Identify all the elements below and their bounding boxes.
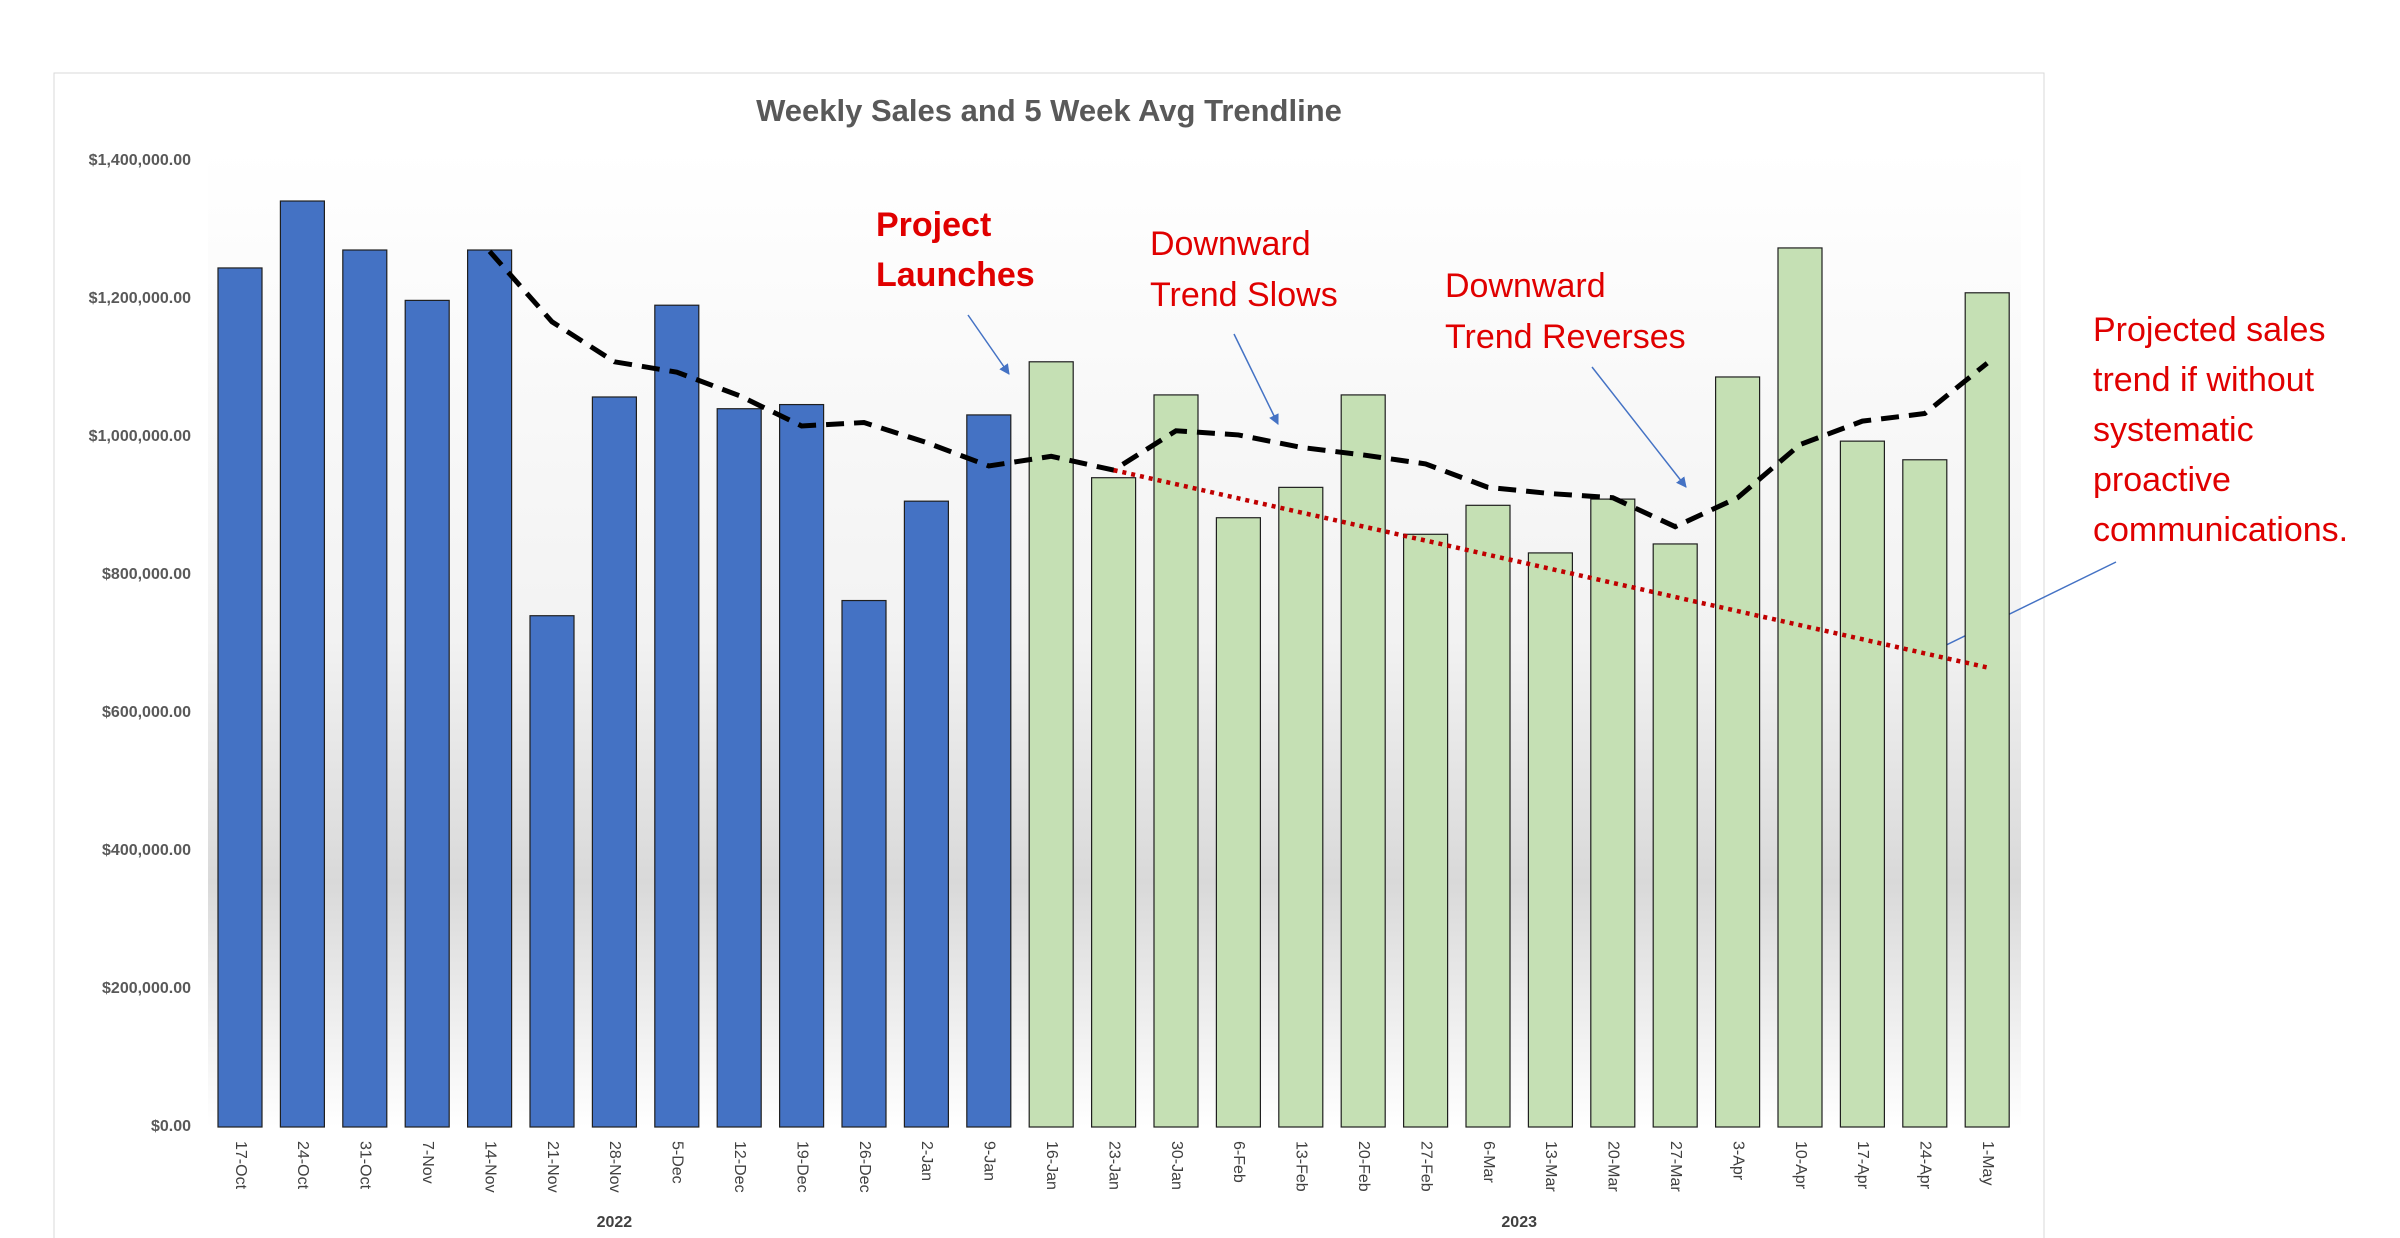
x-tick-label: 5-Dec: [669, 1141, 686, 1184]
annotation: Projected sales: [2093, 311, 2325, 349]
bar: [1714, 376, 1761, 1128]
bar: [841, 599, 887, 1128]
x-tick-label: 14-Nov: [481, 1141, 498, 1193]
bar: [404, 299, 450, 1128]
y-tick-label: $400,000.00: [102, 842, 191, 859]
bar: [1652, 543, 1698, 1128]
x-tick-label: 7-Nov: [419, 1141, 436, 1184]
annotation: trend if without: [2093, 361, 2315, 399]
x-tick-label: 17-Oct: [232, 1141, 249, 1190]
annotation: Trend Slows: [1150, 276, 1338, 314]
x-tick-label: 27-Feb: [1417, 1141, 1434, 1192]
y-tick-label: $200,000.00: [102, 980, 191, 997]
x-tick-label: 16-Jan: [1043, 1141, 1060, 1190]
bar: [1902, 459, 1948, 1128]
annotation: Launches: [876, 256, 1035, 294]
group-label: 2022: [597, 1214, 633, 1231]
group-label: 2023: [1501, 1214, 1537, 1231]
x-tick-label: 28-Nov: [606, 1141, 623, 1193]
bar: [1090, 477, 1137, 1128]
bar: [467, 249, 513, 1128]
x-tick-label: 24-Oct: [294, 1141, 311, 1190]
bar: [966, 414, 1012, 1128]
y-tick-label: $600,000.00: [102, 704, 191, 721]
bar: [1590, 498, 1636, 1128]
x-tick-label: 9-Jan: [981, 1141, 998, 1181]
bar: [1028, 361, 1074, 1128]
bar: [1278, 486, 1324, 1128]
x-tick-label: 26-Dec: [856, 1141, 873, 1193]
annotation: Trend Reverses: [1445, 318, 1686, 356]
x-tick-label: 20-Mar: [1605, 1141, 1622, 1192]
bar: [1153, 394, 1199, 1128]
bar: [903, 500, 950, 1128]
y-tick-label: $800,000.00: [102, 566, 191, 583]
bar: [342, 249, 388, 1128]
annotation: Downward: [1445, 267, 1606, 305]
bar: [1839, 440, 1886, 1128]
x-tick-label: 17-Apr: [1854, 1141, 1871, 1190]
x-tick-label: 23-Jan: [1105, 1141, 1122, 1190]
chart-title: Weekly Sales and 5 Week Avg Trendline: [756, 93, 1342, 128]
bar: [529, 615, 575, 1128]
x-tick-label: 19-Dec: [793, 1141, 810, 1193]
y-tick-label: $1,400,000.00: [89, 152, 191, 169]
y-tick-label: $1,000,000.00: [89, 428, 191, 445]
annotation: communications.: [2093, 511, 2348, 549]
annotation: systematic: [2093, 411, 2254, 449]
x-tick-label: 31-Oct: [357, 1141, 374, 1190]
annotation-arrows: [967, 314, 2117, 653]
bar: [1402, 533, 1449, 1128]
bar: [1527, 552, 1574, 1128]
x-tick-label: 30-Jan: [1168, 1141, 1185, 1190]
x-tick-label: 6-Feb: [1230, 1141, 1247, 1183]
arrow: [1931, 561, 2117, 653]
bar: [591, 396, 638, 1128]
bar: [1465, 504, 1511, 1128]
arrow: [1591, 366, 1687, 488]
bar: [716, 408, 762, 1128]
x-tick-label: 27-Mar: [1667, 1141, 1684, 1192]
bar: [1215, 517, 1262, 1128]
line: [487, 249, 1989, 530]
x-tick-label: 3-Apr: [1729, 1141, 1746, 1181]
arrow: [1233, 333, 1279, 425]
x-tick-label: 6-Mar: [1480, 1141, 1497, 1183]
annotation: proactive: [2093, 461, 2231, 499]
bar: [1964, 292, 2010, 1128]
annotation: Project: [876, 206, 991, 244]
x-tick-label: 13-Mar: [1542, 1141, 1559, 1192]
y-tick-label: $1,200,000.00: [89, 290, 191, 307]
bar: [778, 403, 825, 1128]
x-tick-label: 10-Apr: [1792, 1141, 1809, 1190]
bar: [1340, 394, 1386, 1128]
x-tick-label: 20-Feb: [1355, 1141, 1372, 1192]
x-tick-label: 21-Nov: [544, 1141, 561, 1193]
y-tick-label: $0.00: [151, 1118, 191, 1135]
bar: [217, 267, 263, 1128]
x-tick-label: 24-Apr: [1917, 1141, 1934, 1190]
bar: [654, 304, 700, 1128]
x-tick-label: 13-Feb: [1293, 1141, 1310, 1192]
x-tick-label: 12-Dec: [731, 1141, 748, 1193]
annotation: Downward: [1150, 225, 1311, 263]
arrow: [967, 314, 1010, 375]
bar: [279, 200, 325, 1128]
bar: [1777, 247, 1823, 1128]
x-tick-label: 1-May: [1979, 1141, 1996, 1185]
x-tick-label: 2-Jan: [918, 1141, 935, 1181]
